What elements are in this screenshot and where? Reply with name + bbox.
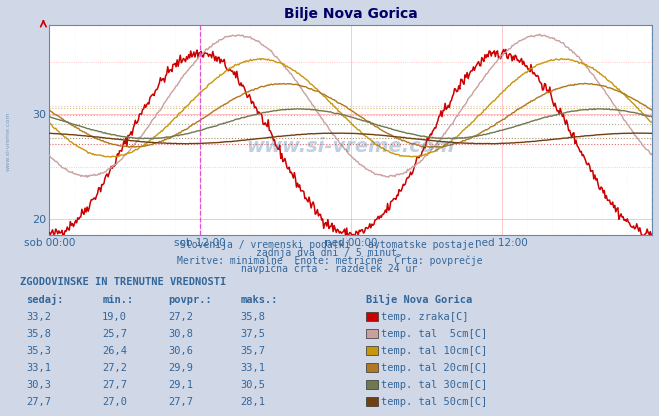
Text: ZGODOVINSKE IN TRENUTNE VREDNOSTI: ZGODOVINSKE IN TRENUTNE VREDNOSTI <box>20 277 226 287</box>
Text: www.si-vreme.com: www.si-vreme.com <box>246 137 455 156</box>
Text: temp. tal 30cm[C]: temp. tal 30cm[C] <box>381 380 487 390</box>
Text: 19,0: 19,0 <box>102 312 127 322</box>
Text: sedaj:: sedaj: <box>26 294 64 305</box>
Text: zadnja dva dni / 5 minut.: zadnja dva dni / 5 minut. <box>256 248 403 258</box>
Text: povpr.:: povpr.: <box>168 295 212 305</box>
Text: 35,3: 35,3 <box>26 346 51 356</box>
Text: 27,7: 27,7 <box>102 380 127 390</box>
Text: 30,5: 30,5 <box>241 380 266 390</box>
Text: 27,0: 27,0 <box>102 396 127 406</box>
Text: 27,2: 27,2 <box>168 312 193 322</box>
Text: maks.:: maks.: <box>241 295 278 305</box>
Text: 33,1: 33,1 <box>241 363 266 373</box>
Text: navpična črta - razdelek 24 ur: navpična črta - razdelek 24 ur <box>241 264 418 275</box>
Text: temp. zraka[C]: temp. zraka[C] <box>381 312 469 322</box>
Text: 27,7: 27,7 <box>168 396 193 406</box>
Title: Bilje Nova Gorica: Bilje Nova Gorica <box>284 7 418 21</box>
Text: 33,2: 33,2 <box>26 312 51 322</box>
Text: min.:: min.: <box>102 295 133 305</box>
Text: 29,9: 29,9 <box>168 363 193 373</box>
Text: www.si-vreme.com: www.si-vreme.com <box>5 111 11 171</box>
Text: temp. tal 20cm[C]: temp. tal 20cm[C] <box>381 363 487 373</box>
Text: 35,8: 35,8 <box>26 329 51 339</box>
Text: Slovenija / vremenski podatki - avtomatske postaje.: Slovenija / vremenski podatki - avtomats… <box>180 240 479 250</box>
Text: 29,1: 29,1 <box>168 380 193 390</box>
Text: temp. tal 50cm[C]: temp. tal 50cm[C] <box>381 396 487 406</box>
Text: 35,7: 35,7 <box>241 346 266 356</box>
Text: 30,8: 30,8 <box>168 329 193 339</box>
Text: Bilje Nova Gorica: Bilje Nova Gorica <box>366 294 472 305</box>
Text: 25,7: 25,7 <box>102 329 127 339</box>
Text: 30,6: 30,6 <box>168 346 193 356</box>
Text: 26,4: 26,4 <box>102 346 127 356</box>
Text: 33,1: 33,1 <box>26 363 51 373</box>
Text: 30,3: 30,3 <box>26 380 51 390</box>
Text: 27,7: 27,7 <box>26 396 51 406</box>
Text: 35,8: 35,8 <box>241 312 266 322</box>
Text: temp. tal 10cm[C]: temp. tal 10cm[C] <box>381 346 487 356</box>
Text: Meritve: minimalne  Enote: metrične  Črta: povprečje: Meritve: minimalne Enote: metrične Črta:… <box>177 254 482 266</box>
Text: 37,5: 37,5 <box>241 329 266 339</box>
Text: 28,1: 28,1 <box>241 396 266 406</box>
Text: temp. tal  5cm[C]: temp. tal 5cm[C] <box>381 329 487 339</box>
Text: 27,2: 27,2 <box>102 363 127 373</box>
